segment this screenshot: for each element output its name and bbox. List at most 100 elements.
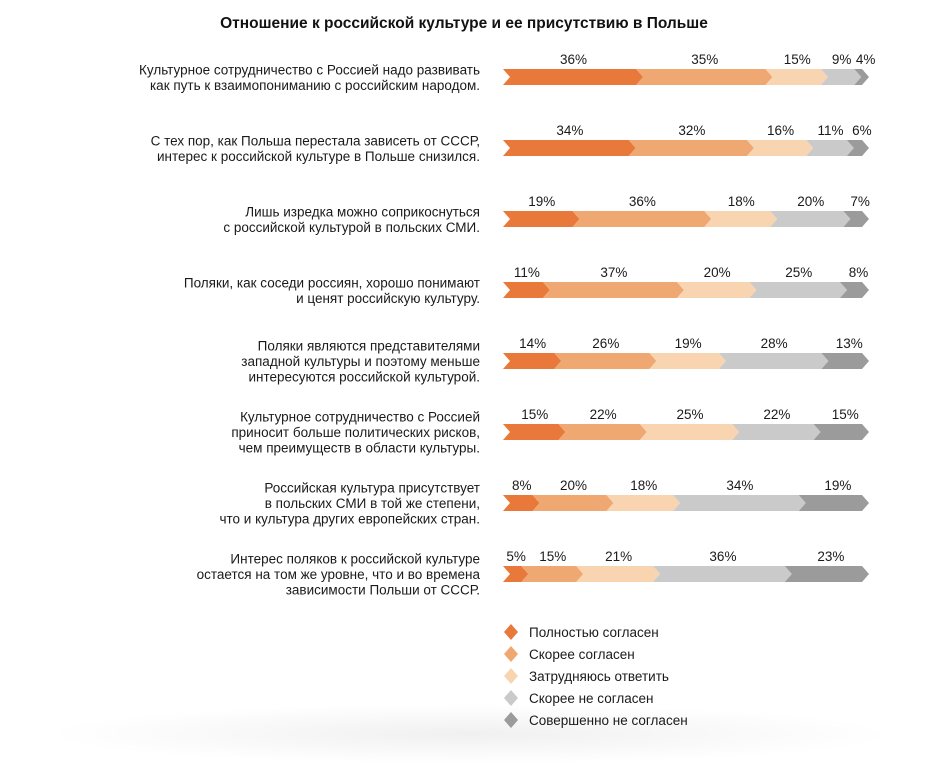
bar-value-label: 19% [528, 194, 555, 209]
bar-segment [843, 211, 869, 227]
bar-value-label: 19% [675, 336, 702, 351]
bar-segment [606, 495, 681, 511]
bar-value-label: 18% [728, 194, 755, 209]
bar-value-label: 21% [605, 549, 632, 564]
chart-row: С тех пор, как Польша перестала зависеть… [151, 123, 872, 164]
bar-segment [770, 211, 851, 227]
bar-segment [840, 282, 869, 298]
legend-label: Затрудняюсь ответить [529, 669, 669, 684]
bar-segment [676, 282, 757, 298]
legend-swatch-icon [504, 624, 518, 640]
bar-value-label: 18% [630, 478, 657, 493]
bar-value-label: 5% [506, 549, 526, 564]
row-label-line: и ценят российскую культуру. [296, 291, 480, 306]
bar-segment [673, 495, 806, 511]
bar-value-label: 25% [785, 265, 812, 280]
row-label-line: Культурное сотрудничество с Россией надо… [139, 62, 480, 77]
bar-segment [572, 211, 712, 227]
legend-swatch-icon [504, 712, 518, 728]
bar-value-label: 6% [852, 123, 872, 138]
bar-segment [503, 424, 566, 440]
chart-rows: Культурное сотрудничество с Россией надо… [139, 52, 875, 598]
row-label-line: западной культуры и поэтому меньше [241, 354, 480, 369]
bar-segment [718, 353, 829, 369]
row-label-line: зависимости Польши от СССР. [286, 583, 480, 598]
bar-segment [747, 140, 814, 156]
legend-item: Совершенно не согласен [504, 712, 688, 728]
bar-segment [636, 69, 773, 85]
bar-segment [554, 353, 657, 369]
bar-value-label: 23% [817, 549, 844, 564]
bar-value-label: 8% [512, 478, 532, 493]
bar-value-label: 34% [556, 123, 583, 138]
bar-segment [503, 69, 644, 85]
bar-value-label: 16% [767, 123, 794, 138]
bar-segment [806, 140, 854, 156]
bar-value-label: 37% [600, 265, 627, 280]
bar-segment [653, 566, 792, 582]
bar-segment [503, 282, 550, 298]
bar-segment [542, 282, 684, 298]
chart-row: Культурное сотрудничество с Россией надо… [139, 52, 875, 93]
row-label-line: С тех пор, как Польша перестала зависеть… [151, 133, 480, 148]
bar-segment [704, 211, 778, 227]
bar-value-label: 9% [832, 52, 852, 67]
bar-value-label: 14% [519, 336, 546, 351]
row-label-line: Поляки являются представителями [258, 339, 480, 354]
bar-value-label: 19% [824, 478, 851, 493]
bar-value-label: 20% [704, 265, 731, 280]
bar-segment [503, 566, 529, 582]
bar-value-label: 8% [849, 265, 869, 280]
legend-item: Скорее не согласен [504, 690, 653, 706]
bar-segment [503, 495, 540, 511]
legend-item: Полностью согласен [504, 624, 659, 640]
bar-value-label: 15% [521, 407, 548, 422]
bar-segment [649, 353, 726, 369]
bar-segment [749, 282, 848, 298]
row-label-line: остается на том же уровне, что и во врем… [197, 567, 481, 582]
bar-segment [798, 495, 869, 511]
bar-segment [503, 140, 636, 156]
row-label-line: Поляки, как соседи россиян, хорошо поним… [184, 275, 480, 290]
bar-value-label: 15% [784, 52, 811, 67]
chart-title: Отношение к российской культуре и ее при… [220, 15, 708, 32]
row-label-line: Российская культура присутствует [264, 481, 480, 496]
bar-segment [503, 353, 562, 369]
bar-segment [503, 211, 580, 227]
bar-value-label: 28% [761, 336, 788, 351]
bar-value-label: 22% [763, 407, 790, 422]
bar-segment [821, 353, 869, 369]
row-label-line: интересуются российской культурой. [248, 370, 480, 385]
row-label-line: интерес к российской культуре в Польше с… [157, 149, 480, 164]
bar-value-label: 35% [691, 52, 718, 67]
bar-segment [521, 566, 584, 582]
chart-row: Поляки, как соседи россиян, хорошо поним… [184, 265, 869, 306]
bar-value-label: 36% [560, 52, 587, 67]
bar-segment [576, 566, 661, 582]
bar-value-label: 13% [836, 336, 863, 351]
bar-segment [558, 424, 647, 440]
bar-segment [820, 69, 862, 85]
row-label-line: чем преимуществ в области культуры. [239, 441, 480, 456]
bar-value-label: 22% [590, 407, 617, 422]
row-label-line: Культурное сотрудничество с Россией [240, 410, 480, 425]
bar-value-label: 4% [856, 52, 876, 67]
row-label-line: приносит больше политических рисков, [231, 425, 480, 440]
bar-segment [813, 424, 869, 440]
bar-value-label: 20% [797, 194, 824, 209]
row-label-line: что и культура других европейских стран. [219, 512, 480, 527]
row-label-line: Интерес поляков к российской культуре [230, 552, 480, 567]
bar-value-label: 7% [850, 194, 870, 209]
bar-segment [532, 495, 614, 511]
chart-row: Интерес поляков к российской культуреост… [197, 549, 869, 598]
bar-value-label: 25% [676, 407, 703, 422]
bar-value-label: 20% [560, 478, 587, 493]
legend-label: Скорее не согласен [529, 691, 653, 706]
bar-value-label: 32% [678, 123, 705, 138]
legend-item: Скорее согласен [504, 646, 635, 662]
row-label-line: Лишь изредка можно соприкоснуться [245, 204, 480, 219]
stacked-bar-chart: Отношение к российской культуре и ее при… [139, 15, 875, 728]
row-label-line: как путь к взаимопониманию с российским … [150, 78, 480, 93]
